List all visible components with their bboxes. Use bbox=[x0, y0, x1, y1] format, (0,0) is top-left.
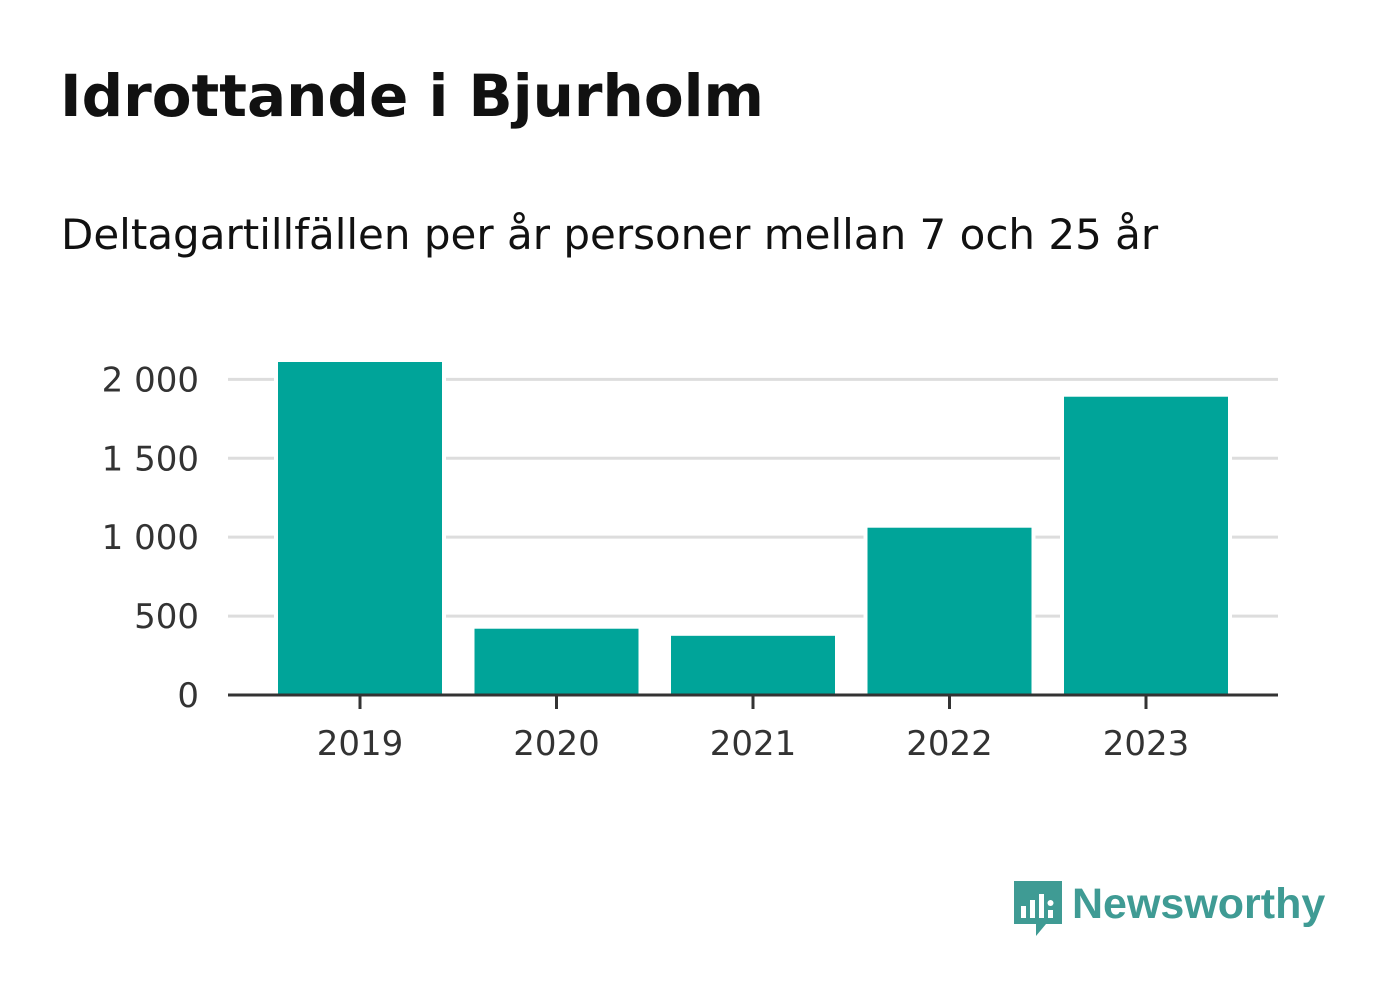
chart-subtitle: Deltagartillfällen per år personer mella… bbox=[61, 210, 1159, 259]
y-tick-label: 1 500 bbox=[102, 439, 199, 479]
x-tick-label: 2019 bbox=[317, 724, 404, 764]
newsworthy-logo-icon bbox=[1014, 881, 1062, 936]
bars bbox=[274, 358, 1232, 695]
bar-2020 bbox=[474, 628, 639, 695]
newsworthy-logo: Newsworthy bbox=[1012, 878, 1325, 940]
y-tick-label: 0 bbox=[177, 676, 199, 716]
x-tick-label: 2020 bbox=[513, 724, 600, 764]
y-tick-label: 2 000 bbox=[102, 360, 199, 400]
x-axis bbox=[228, 693, 1278, 709]
y-tick-label: 500 bbox=[134, 597, 199, 637]
bar-2023 bbox=[1064, 396, 1228, 695]
x-axis-tick-labels: 2019 2020 2021 2022 2023 bbox=[317, 724, 1190, 764]
x-tick-label: 2023 bbox=[1103, 724, 1190, 764]
bar-2019 bbox=[278, 362, 442, 695]
y-tick-label: 1 000 bbox=[102, 518, 199, 558]
y-axis-tick-labels: 0 500 1 000 1 500 2 000 bbox=[102, 360, 199, 716]
bar-2021 bbox=[671, 635, 835, 695]
bar-2022 bbox=[867, 527, 1032, 695]
newsworthy-logo-text: Newsworthy bbox=[1072, 880, 1326, 928]
chart-title: Idrottande i Bjurholm bbox=[60, 62, 764, 130]
x-tick-label: 2021 bbox=[710, 724, 797, 764]
x-tick-label: 2022 bbox=[906, 724, 993, 764]
